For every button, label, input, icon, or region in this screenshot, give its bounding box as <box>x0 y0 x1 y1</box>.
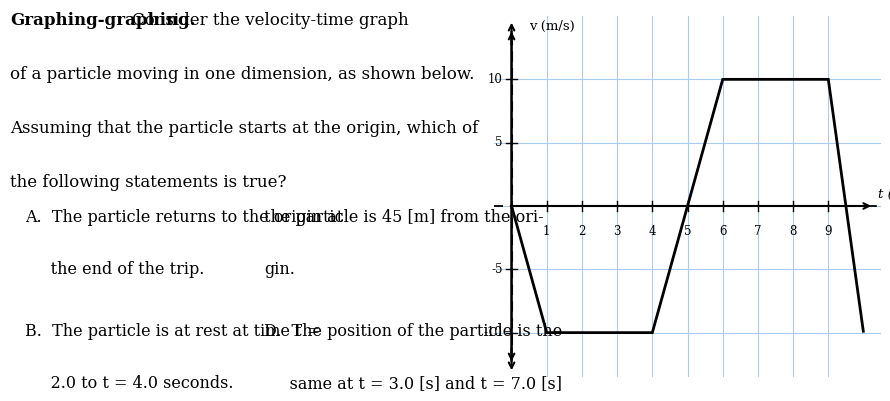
Text: 8: 8 <box>789 225 797 238</box>
Text: 5: 5 <box>495 136 503 149</box>
Text: 6: 6 <box>719 225 726 238</box>
Text: -5: -5 <box>491 263 503 276</box>
Text: 5: 5 <box>684 225 692 238</box>
Text: 7: 7 <box>754 225 762 238</box>
Text: D.  The position of the particle is the: D. The position of the particle is the <box>264 323 562 340</box>
Text: the following statements is true?: the following statements is true? <box>10 174 287 191</box>
Text: the particle is 45 [m] from the ori-: the particle is 45 [m] from the ori- <box>264 209 544 225</box>
Text: v (m/s): v (m/s) <box>530 20 575 33</box>
Text: 1: 1 <box>543 225 550 238</box>
Text: 2.0 to t = 4.0 seconds.: 2.0 to t = 4.0 seconds. <box>25 375 233 392</box>
Text: 4: 4 <box>649 225 656 238</box>
Text: B.  The particle is at rest at time t =: B. The particle is at rest at time t = <box>25 323 320 340</box>
Text: t (s): t (s) <box>878 189 890 203</box>
Text: the end of the trip.: the end of the trip. <box>25 261 205 277</box>
Text: 9: 9 <box>824 225 832 238</box>
Text: Consider the velocity-time graph: Consider the velocity-time graph <box>132 12 409 29</box>
Text: Graphing-graphing.: Graphing-graphing. <box>10 12 196 29</box>
Text: A.  The particle returns to the origin at: A. The particle returns to the origin at <box>25 209 344 225</box>
Text: 3: 3 <box>613 225 621 238</box>
Text: 10: 10 <box>488 73 503 86</box>
Text: -10: -10 <box>484 326 503 339</box>
Text: Assuming that the particle starts at the origin, which of: Assuming that the particle starts at the… <box>10 120 478 137</box>
Text: same at t = 3.0 [s] and t = 7.0 [s]: same at t = 3.0 [s] and t = 7.0 [s] <box>264 375 562 392</box>
Text: gin.: gin. <box>264 261 295 277</box>
Text: of a particle moving in one dimension, as shown below.: of a particle moving in one dimension, a… <box>10 66 474 83</box>
Text: 2: 2 <box>578 225 586 238</box>
